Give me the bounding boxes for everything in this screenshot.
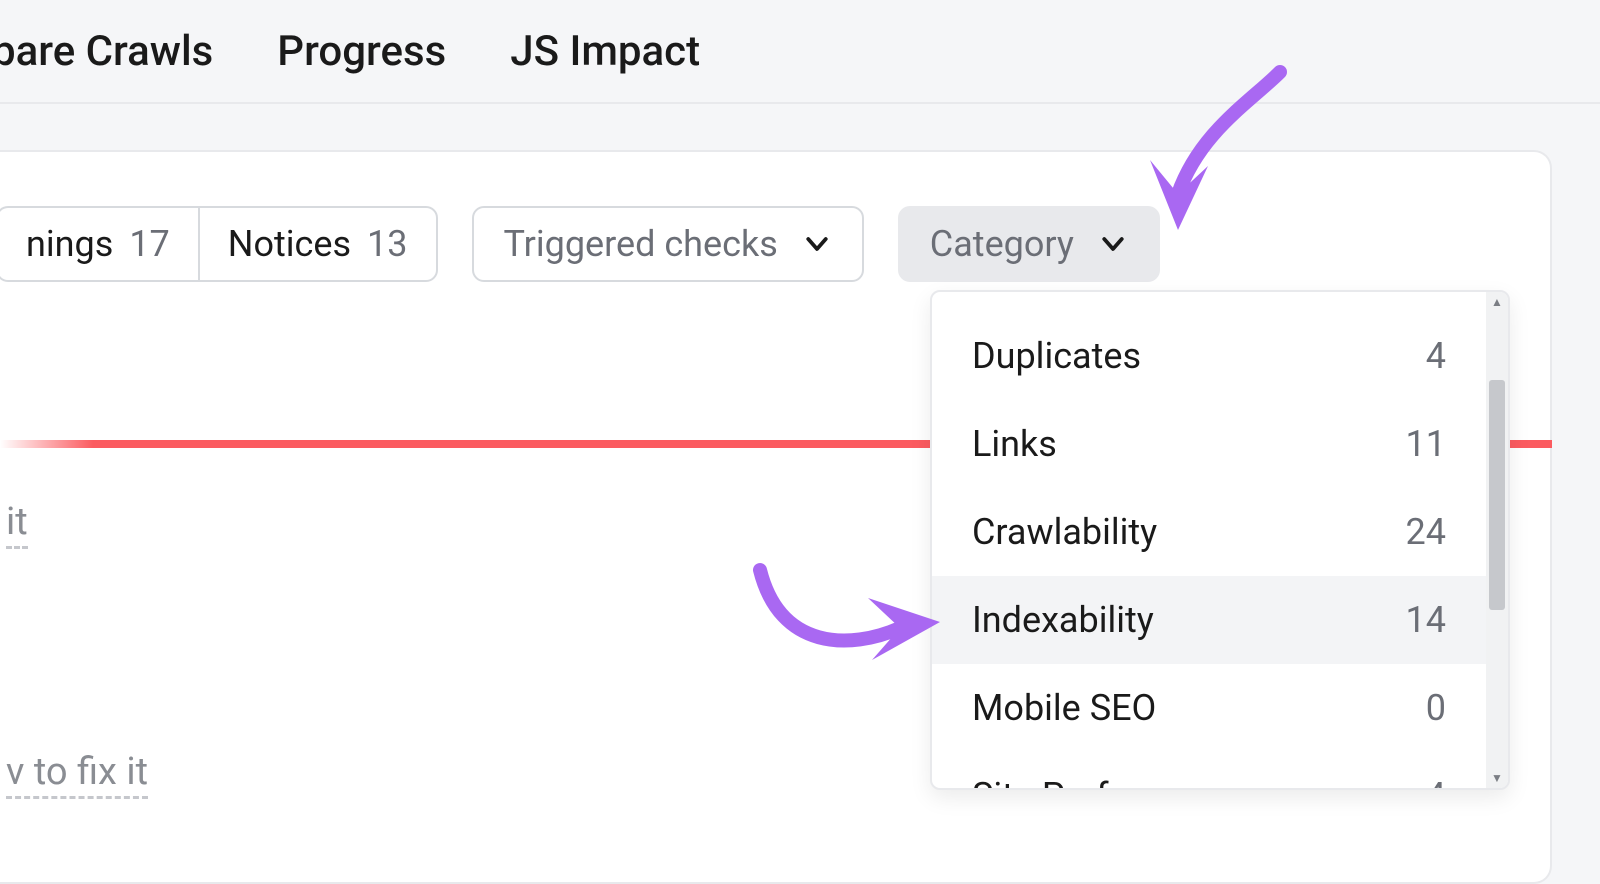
triggered-checks-dropdown[interactable]: Triggered checks [472, 206, 864, 282]
category-option[interactable]: Site Performance 4 [932, 752, 1486, 788]
category-option-label: Crawlability [972, 511, 1157, 553]
category-label: Category [930, 223, 1074, 265]
category-dropdown-list[interactable]: Duplicates 4 Links 11 Crawlability 24 Indexabi… [932, 292, 1486, 788]
category-option-count: 24 [1406, 511, 1446, 553]
category-option[interactable]: Mobile SEO 0 [932, 664, 1486, 752]
scroll-track[interactable] [1486, 310, 1508, 770]
chevron-down-icon [802, 229, 832, 259]
category-option-label: Site Performance [972, 775, 1250, 788]
triggered-checks-label: Triggered checks [504, 223, 778, 265]
dropdown-scrollbar[interactable]: ▲ ▼ [1486, 292, 1508, 788]
filter-warnings-label: nings [26, 223, 113, 265]
filter-notices[interactable]: Notices 13 [198, 206, 438, 282]
category-option-count: 4 [1426, 335, 1446, 377]
category-option-label: Indexability [972, 599, 1154, 641]
category-option-count: 11 [1406, 423, 1446, 465]
chevron-down-icon [1098, 229, 1128, 259]
link-how-to-fix-partial-2[interactable]: v to fix it [6, 750, 148, 799]
category-option-label: Mobile SEO [972, 687, 1156, 729]
filter-row: nings 17 Notices 13 Triggered checks Cat… [0, 206, 1550, 282]
scroll-down-icon[interactable]: ▼ [1491, 770, 1503, 786]
filter-warnings[interactable]: nings 17 [0, 206, 198, 282]
category-dropdown-menu: Duplicates 4 Links 11 Crawlability 24 Indexabi… [930, 290, 1510, 790]
link-how-to-fix-partial-1[interactable]: it [6, 500, 28, 549]
category-dropdown[interactable]: Category [898, 206, 1160, 282]
filter-notices-label: Notices [228, 223, 351, 265]
filter-notices-count: 13 [367, 223, 407, 265]
page-root: pare Crawls Progress JS Impact nings 17 … [0, 0, 1600, 884]
category-option-count: 14 [1406, 599, 1446, 641]
category-option[interactable]: Duplicates 4 [932, 312, 1486, 400]
category-option[interactable]: Indexability 14 [932, 576, 1486, 664]
category-option[interactable]: Crawlability 24 [932, 488, 1486, 576]
category-option-label: Duplicates [972, 335, 1141, 377]
category-option-count: 0 [1426, 687, 1446, 729]
filter-warnings-count: 17 [129, 223, 169, 265]
issue-type-group: nings 17 Notices 13 [0, 206, 438, 282]
scroll-up-icon[interactable]: ▲ [1491, 294, 1503, 310]
scroll-thumb[interactable] [1489, 380, 1505, 610]
tab-js-impact[interactable]: JS Impact [510, 0, 700, 104]
category-option-count: 4 [1426, 775, 1446, 788]
category-option[interactable]: Links 11 [932, 400, 1486, 488]
tab-bar: pare Crawls Progress JS Impact [0, 0, 1600, 104]
tab-progress[interactable]: Progress [277, 0, 446, 104]
tab-compare-crawls[interactable]: pare Crawls [0, 0, 213, 104]
category-option-label: Links [972, 423, 1057, 465]
